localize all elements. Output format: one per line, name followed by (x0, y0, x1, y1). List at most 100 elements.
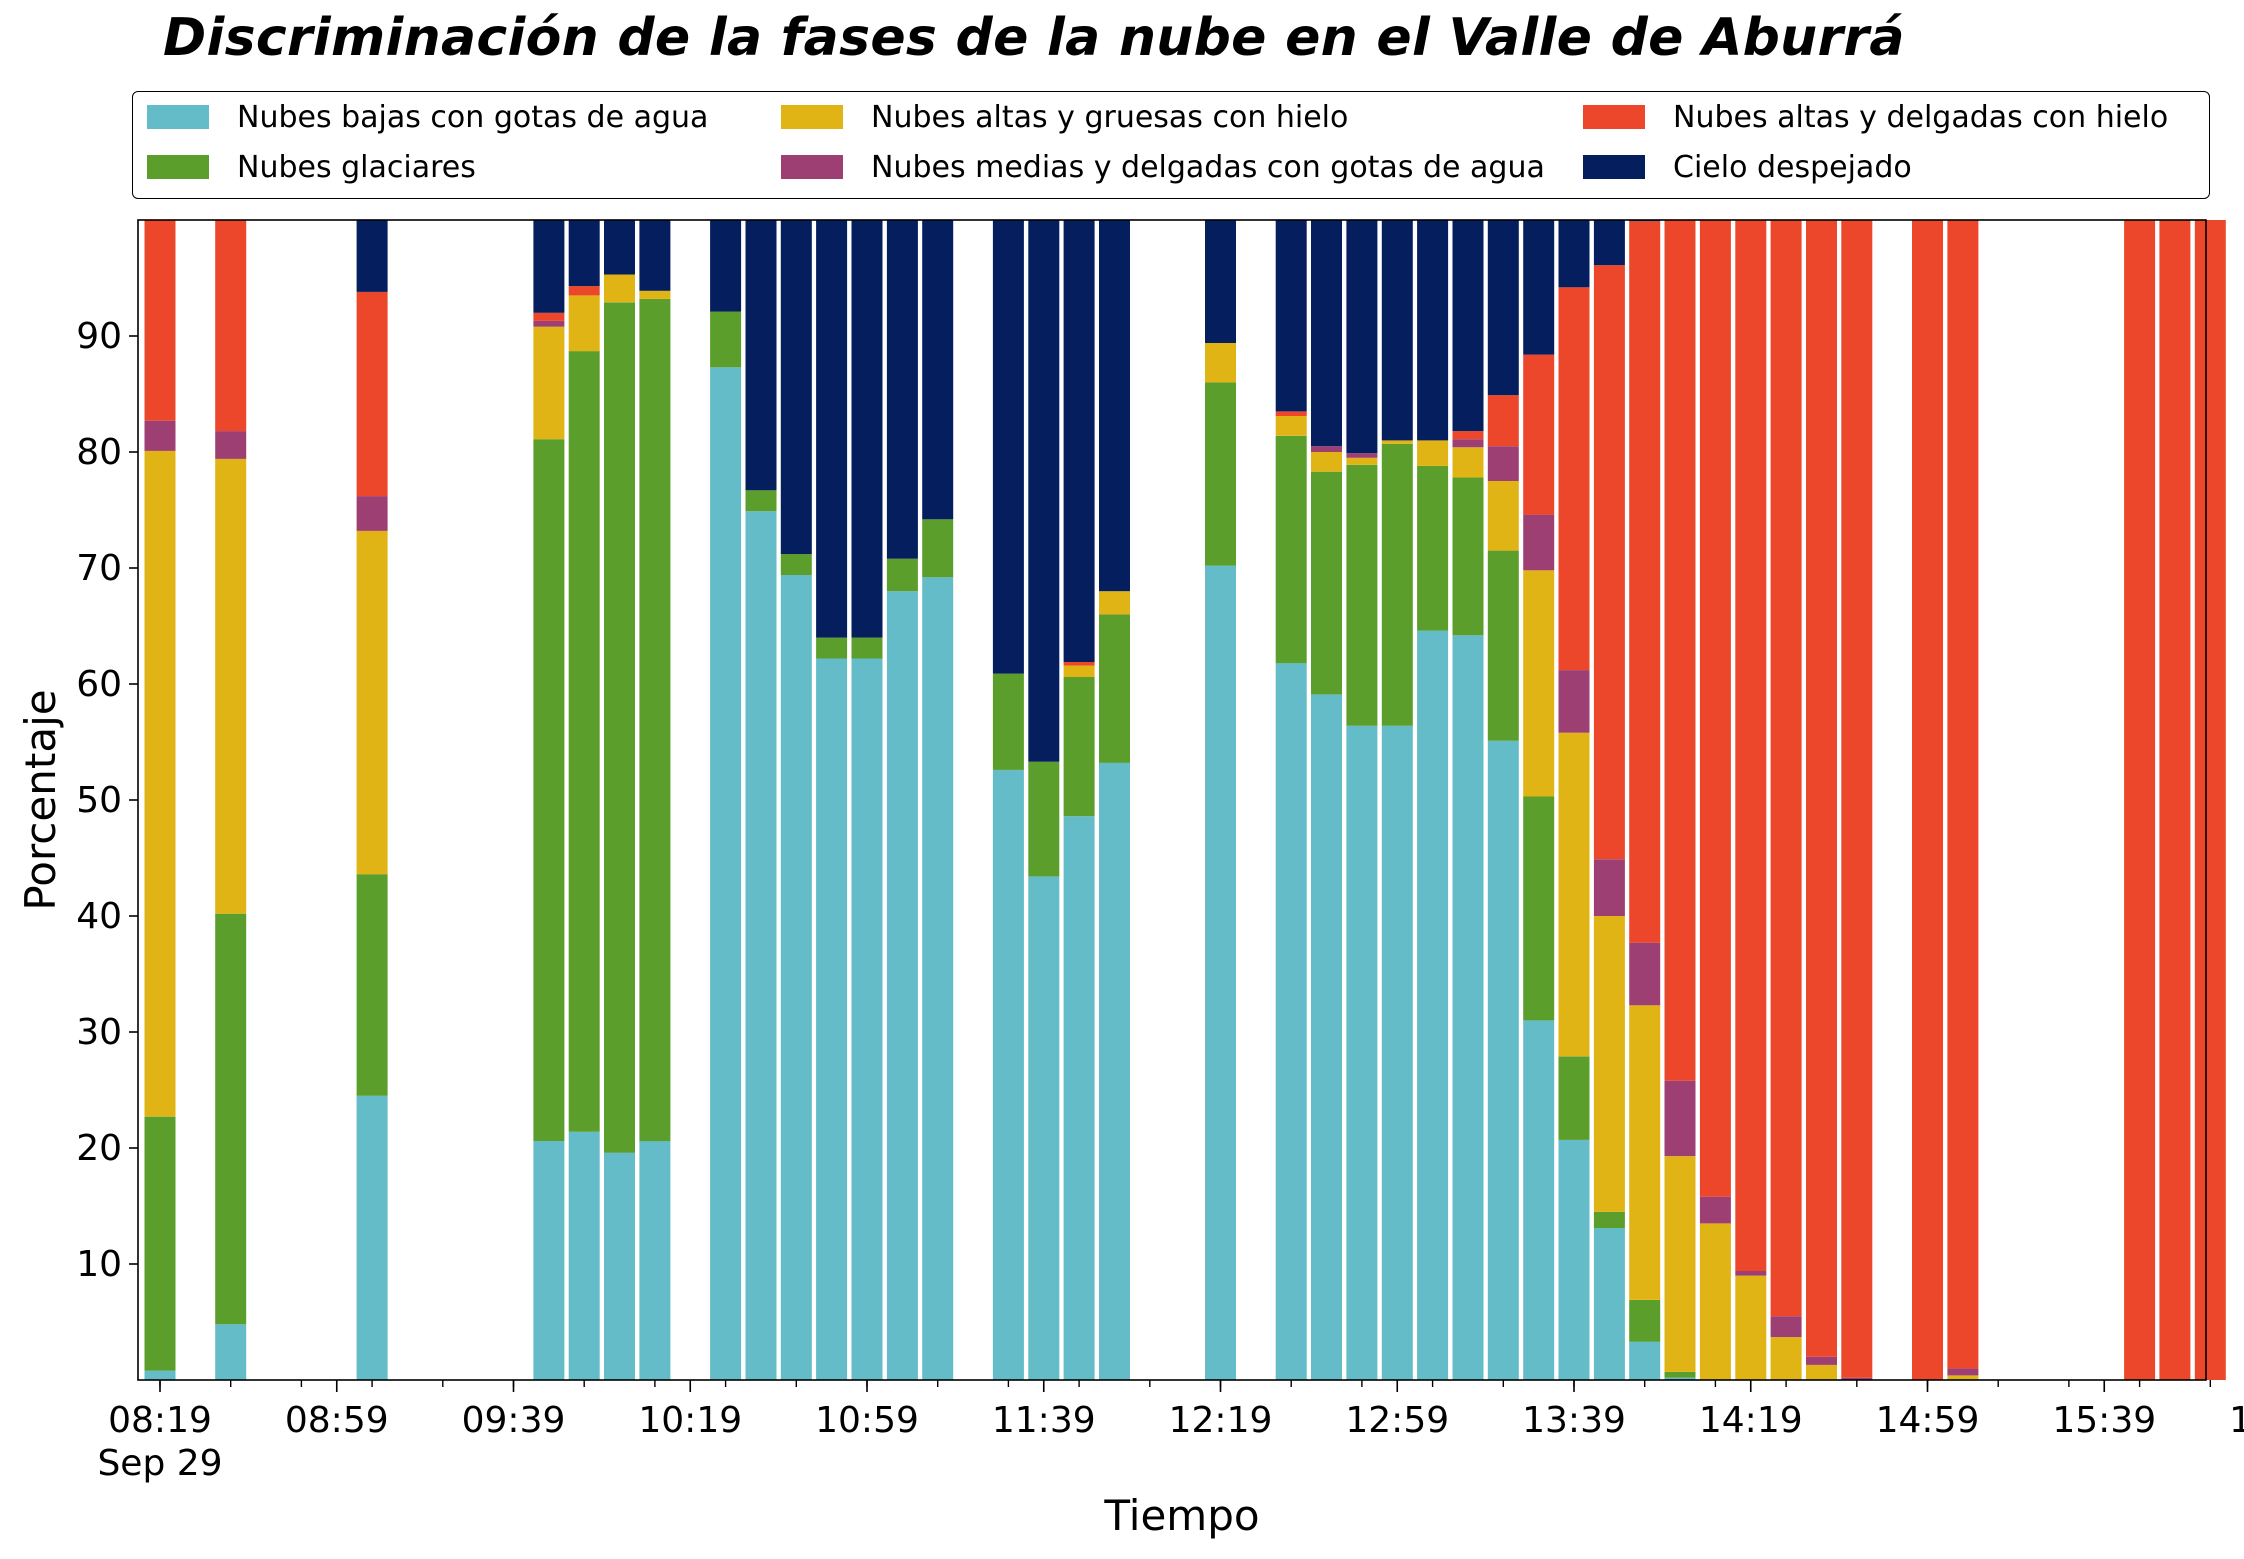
bar-segment (745, 220, 777, 491)
bar-segment (1593, 220, 1625, 266)
bar-segment (215, 459, 247, 914)
bar-segment (1099, 220, 1130, 592)
bar-segment (144, 220, 176, 421)
bar-segment (215, 1324, 247, 1380)
legend-label: Nubes bajas con gotas de agua (237, 99, 709, 135)
chart-title: Discriminación de la fases de la nube en… (163, 8, 1905, 68)
bar-segment (922, 220, 954, 520)
bar-segment (356, 530, 388, 875)
bar-segment (144, 1116, 176, 1371)
bar-segment (1664, 1377, 1696, 1380)
bar-segment (1523, 1020, 1555, 1380)
x-tick-label: 09:39 (462, 1400, 566, 1441)
bar-segment (1629, 1300, 1661, 1342)
bar-segment (533, 1141, 565, 1380)
bar-segment (215, 913, 247, 1325)
y-tick-label: 70 (76, 548, 122, 589)
bar-segment (533, 326, 565, 440)
bar-segment (851, 220, 883, 638)
bar-segment (1452, 439, 1484, 448)
bar-segment (1664, 1156, 1696, 1372)
bar-segment (1593, 1211, 1625, 1228)
bar-segment (1699, 1223, 1731, 1380)
x-tick-label: 14:19 (1699, 1400, 1803, 1441)
bar-segment (1417, 465, 1449, 631)
bar-segment (886, 220, 918, 559)
bar-segment (1629, 1005, 1661, 1300)
bar-segment (144, 1370, 176, 1380)
x-tick-label: 14:59 (1876, 1400, 1980, 1441)
bar-segment (568, 220, 600, 287)
bar-segment (144, 420, 176, 451)
axes-group: 10 20 30 40 50 60 70 80 90 08:19 08:59 09:39 10:19 10… (76, 316, 2244, 1441)
bar-segment (1558, 1139, 1590, 1380)
bar-segment (1629, 942, 1661, 1006)
bar-segment (1205, 382, 1236, 566)
x-tick-label: 13:39 (1522, 1400, 1626, 1441)
bar-segment (568, 1131, 600, 1380)
bar-segment (1417, 440, 1449, 466)
bar-segment (2194, 220, 2226, 1380)
x-tick-label: 08:59 (285, 1400, 389, 1441)
bar-segment (639, 1141, 671, 1380)
bar-segment (533, 220, 565, 313)
legend-label: Cielo despejado (1673, 149, 1912, 185)
y-axis-label: Porcentaje (16, 689, 65, 910)
legend-swatch (781, 155, 843, 179)
bar-segment (1452, 477, 1484, 636)
bar-segment (1558, 732, 1590, 1057)
bar-segment (1841, 220, 1873, 1378)
legend-label: Nubes glaciares (237, 149, 476, 185)
bar-segment (1487, 550, 1519, 741)
y-tick-label: 90 (76, 316, 122, 357)
bar-segment (1699, 220, 1731, 1197)
bar-segment (2124, 220, 2156, 1380)
bar-segment (1063, 677, 1095, 817)
bar-segment (604, 274, 635, 303)
legend-label: Nubes altas y gruesas con hielo (871, 99, 1349, 135)
bar-segment (710, 367, 742, 1380)
y-tick-label: 80 (76, 432, 122, 473)
x-tick-label: 15:39 (2052, 1400, 2156, 1441)
bar-segment (1806, 1356, 1837, 1365)
bar-segment (356, 1095, 388, 1380)
chart-legend: Nubes bajas con gotas de agua Nubes glaci… (132, 91, 2210, 199)
bar-segment (1947, 1368, 1979, 1376)
bar-segment (1381, 440, 1413, 444)
bar-segment (1735, 1271, 1767, 1276)
legend-item: Nubes bajas con gotas de agua (147, 99, 709, 135)
bar-segment (1487, 740, 1519, 1380)
legend-swatch (147, 155, 209, 179)
bar-segment (1381, 220, 1413, 441)
legend-swatch (1583, 155, 1645, 179)
y-tick-label: 10 (76, 1244, 122, 1285)
bar-segment (215, 431, 247, 459)
bar-segment (1346, 453, 1378, 458)
bar-segment (1487, 446, 1519, 481)
legend-item: Nubes glaciares (147, 149, 476, 185)
bar-segment (1664, 1371, 1696, 1378)
bar-segment (1558, 287, 1590, 671)
bar-segment (356, 874, 388, 1096)
bar-segment (886, 558, 918, 592)
bar-segment (1664, 220, 1696, 1081)
x-tick-label: 12:59 (1345, 1400, 1449, 1441)
bar-segment (533, 439, 565, 1141)
bar-segment (745, 490, 777, 512)
bar-segment (1205, 343, 1236, 383)
bar-segment (533, 312, 565, 321)
bar-segment (1487, 220, 1519, 396)
bar-segment (1806, 220, 1837, 1357)
bar-segment (1311, 220, 1342, 447)
bar-segment (1028, 220, 1060, 762)
bar-segment (144, 450, 176, 1117)
bar-segment (1099, 591, 1130, 615)
bar-segment (1452, 220, 1484, 432)
legend-item: Nubes altas y gruesas con hielo (781, 99, 1349, 135)
x-tick-label: 12:19 (1169, 1400, 1273, 1441)
bar-segment (816, 637, 848, 659)
legend-label: Nubes altas y delgadas con hielo (1673, 99, 2169, 135)
bar-segment (1311, 446, 1342, 452)
bar-segment (1063, 220, 1095, 662)
x-tick-label: 10:19 (638, 1400, 742, 1441)
